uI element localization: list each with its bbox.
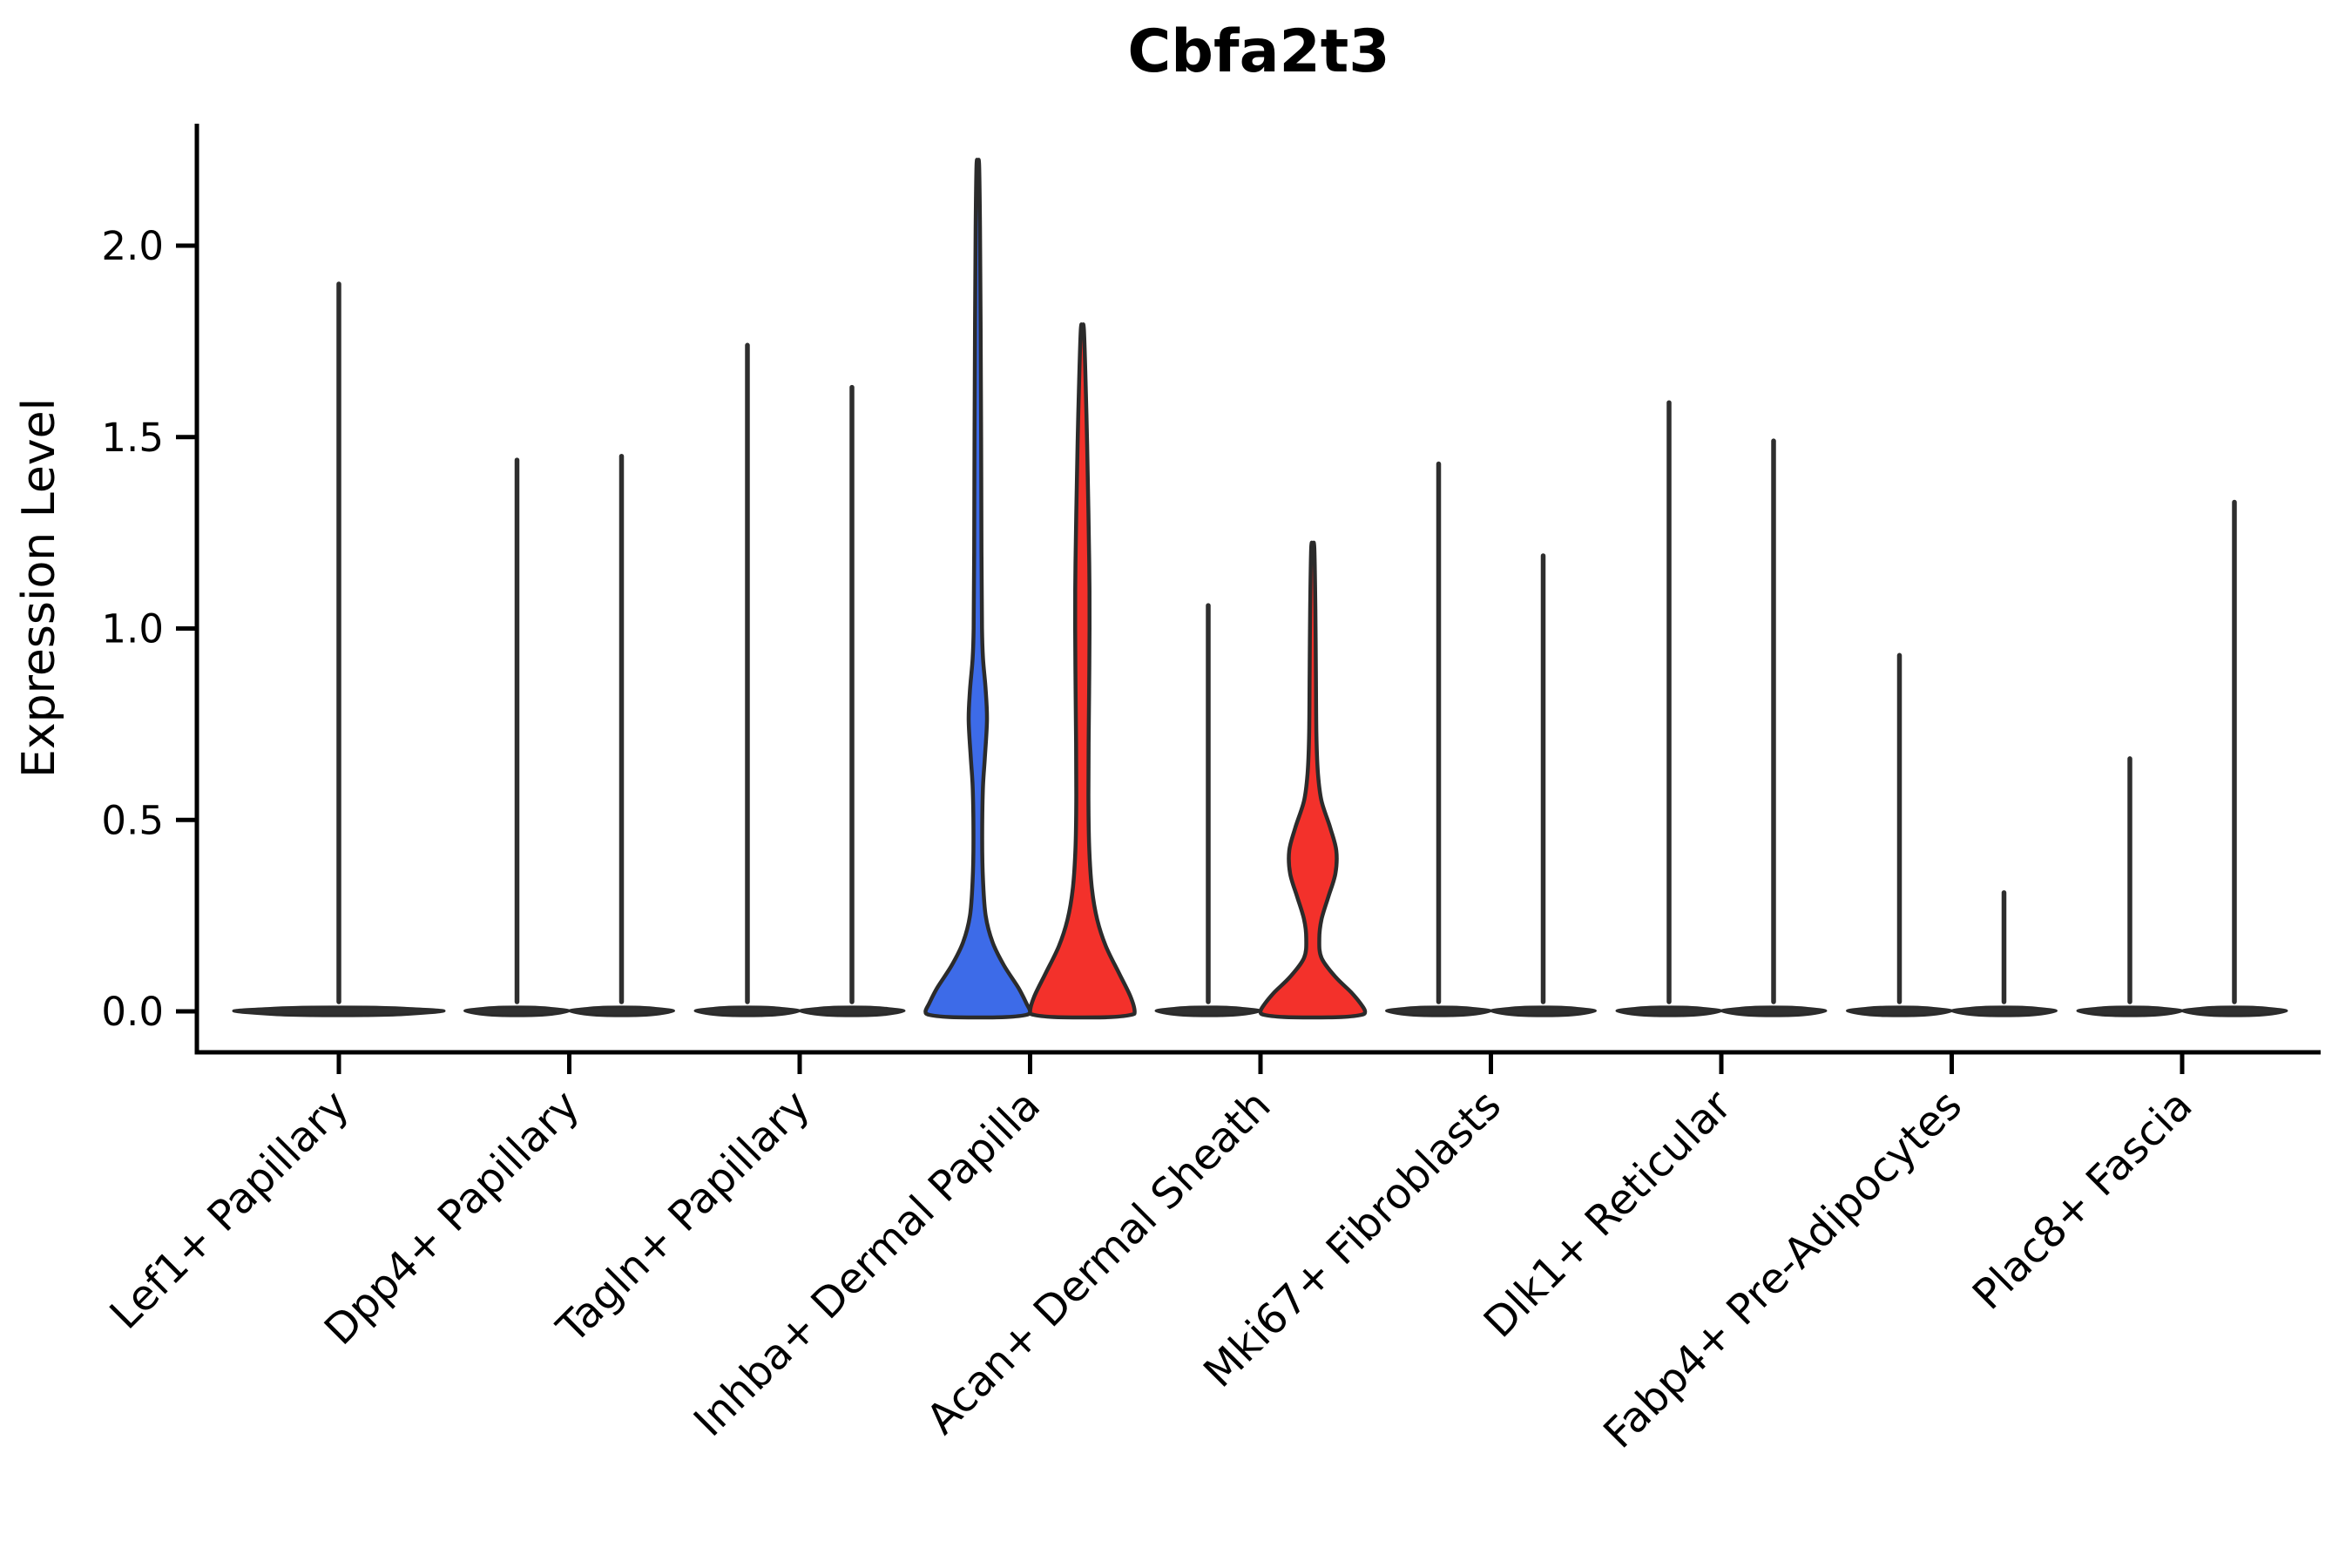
x-tick-label: Dlk1+ Reticular [1475,1081,1741,1348]
y-tick-label: 0.5 [101,797,164,843]
zero-expression-pancake [567,1005,676,1017]
x-tick-label: Lef1+ Papillary [101,1081,359,1339]
x-tick-label: Tagln+ Papillary [547,1081,819,1353]
y-tick-label: 0.0 [101,989,164,1035]
zero-expression-pancake [693,1005,801,1017]
zero-expression-pancake [1489,1005,1598,1017]
zero-expression-pancake [1845,1005,1954,1017]
y-tick-label: 1.0 [101,606,164,652]
zero-expression-pancake [2076,1005,2184,1017]
zero-expression-pancake [463,1005,571,1017]
zero-expression-pancake [2180,1005,2288,1017]
zero-expression-pancake [1950,1005,2058,1017]
violin-group [1845,652,2058,1017]
zero-expression-pancake [798,1005,906,1017]
zero-expression-pancake [232,1005,446,1017]
violin-body [923,158,1032,1020]
violin-body [1028,322,1137,1020]
violin-group [1615,400,1828,1017]
violin-group [693,342,906,1017]
zero-expression-pancake [1154,1005,1262,1017]
y-tick-label: 1.5 [101,415,164,461]
x-tick-label: Dpp4+ Papillary [315,1081,589,1355]
y-axis-label: Expression Level [13,398,65,778]
violin-body [1258,540,1368,1020]
violins-layer [232,158,2288,1020]
violin-group [463,453,676,1017]
plot-title: Cbfa2t3 [1127,17,1389,86]
y-tick-label: 2.0 [101,223,164,269]
violin-group [1154,540,1368,1020]
zero-expression-pancake [1720,1005,1828,1017]
violin-group [2076,499,2288,1017]
zero-expression-pancake [1384,1005,1493,1017]
violin-group [1384,461,1598,1017]
violin-group [232,281,446,1017]
zero-expression-pancake [1615,1005,1723,1017]
x-tick-label: Plac8+ Fascia [1963,1081,2202,1320]
violin-group [923,158,1137,1020]
